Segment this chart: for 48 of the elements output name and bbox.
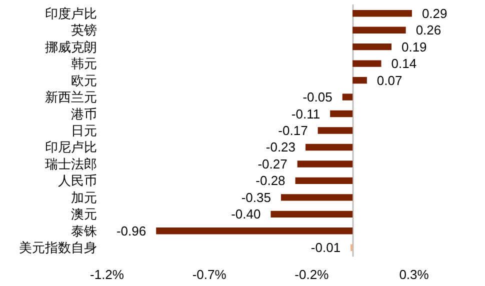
- bar: [156, 228, 353, 234]
- bar: [352, 60, 382, 67]
- bar: [318, 127, 353, 134]
- data-label: 0.14: [391, 56, 417, 72]
- y-tick-label: 瑞士法郎: [45, 156, 97, 172]
- bar: [352, 26, 406, 34]
- data-label: -0.35: [241, 190, 271, 205]
- data-label: -0.01: [310, 240, 341, 256]
- bar: [295, 177, 353, 184]
- bar: [297, 160, 353, 168]
- bar: [270, 210, 353, 218]
- data-label: 0.07: [376, 72, 402, 88]
- x-tick-label: -1.2%: [90, 267, 124, 282]
- y-tick-label: 泰铢: [71, 223, 97, 238]
- y-tick-label: 日元: [71, 123, 97, 138]
- y-tick-label: 澳元: [71, 206, 97, 222]
- data-label: 0.26: [416, 22, 442, 38]
- y-tick-label: 新西兰元: [45, 90, 97, 105]
- y-tick-label: 美元指数自身: [19, 240, 97, 256]
- y-tick-label: 港币: [71, 106, 97, 122]
- data-label: -0.17: [278, 123, 308, 138]
- bar: [306, 144, 353, 151]
- bar: [352, 43, 392, 50]
- data-label: 0.19: [401, 39, 427, 54]
- x-tick-label: -0.2%: [294, 267, 330, 282]
- y-tick-label: 英镑: [71, 22, 97, 38]
- data-label: -0.28: [256, 173, 286, 188]
- data-label: -0.40: [231, 206, 261, 222]
- bar: [352, 10, 412, 17]
- bar: [342, 94, 353, 100]
- y-tick-label: 韩元: [71, 56, 97, 72]
- y-tick-label: 挪威克朗: [45, 39, 97, 54]
- data-label: -0.05: [302, 90, 332, 105]
- y-tick-label: 人民币: [58, 173, 97, 188]
- y-tick-label: 印度卢比: [45, 6, 97, 21]
- bar: [330, 110, 353, 118]
- x-tick-label: -0.7%: [192, 267, 227, 282]
- x-tick-label: 0.3%: [399, 267, 430, 282]
- y-tick-label: 欧元: [71, 72, 97, 88]
- bar: [280, 194, 353, 201]
- data-label: -0.96: [116, 223, 146, 238]
- data-label: -0.23: [266, 140, 296, 155]
- data-label: -0.11: [291, 106, 320, 122]
- y-tick-label: 加元: [71, 190, 97, 205]
- data-label: -0.27: [258, 156, 288, 172]
- data-label: 0.29: [422, 6, 448, 21]
- bar: [352, 76, 367, 84]
- y-tick-label: 印尼卢比: [45, 140, 97, 155]
